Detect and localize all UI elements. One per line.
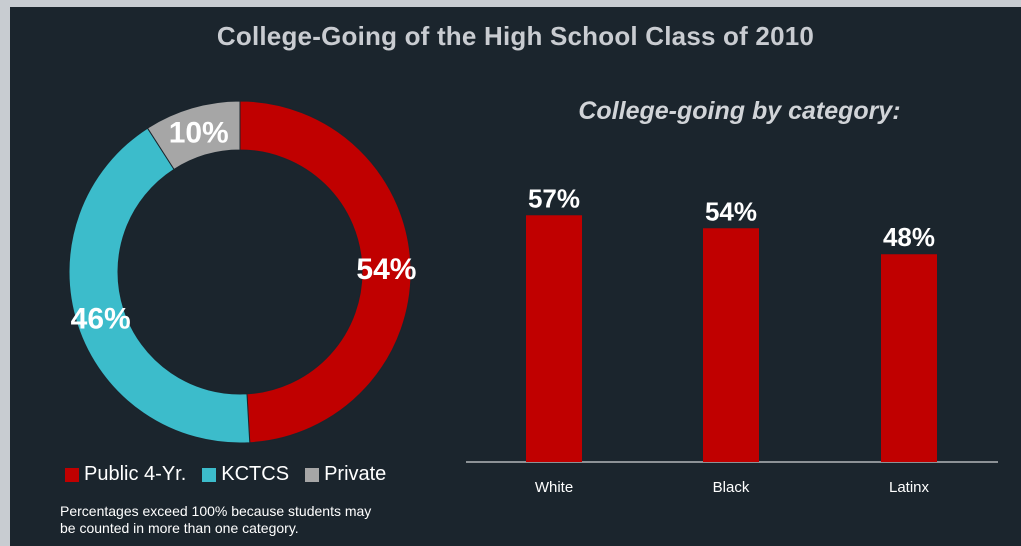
legend-swatch-public — [65, 467, 79, 482]
footnote: Percentages exceed 100% because students… — [60, 503, 372, 536]
chart-panel: College-Going of the High School Class o… — [10, 7, 1021, 546]
page-title: College-Going of the High School Class o… — [216, 21, 815, 51]
x-tick-label-latinx: Latinx — [889, 479, 930, 496]
donut-chart: 54% 46% 10% — [68, 100, 416, 444]
donut-legend: Public 4-Yr. KCTCS Private — [65, 463, 386, 486]
x-tick-label-black: Black — [713, 479, 750, 496]
bar-latinx — [881, 254, 937, 462]
donut-label-kctcs: 46% — [71, 302, 131, 335]
legend-item-kctcs: KCTCS — [202, 463, 289, 486]
bar-black — [703, 228, 759, 462]
bar-label-latinx: 48% — [883, 222, 935, 252]
bar-label-black: 54% — [705, 196, 757, 226]
donut-slice-private — [146, 100, 241, 171]
legend-label-public: Public 4-Yr. — [84, 463, 187, 485]
legend-item-private: Private — [305, 463, 386, 486]
legend-swatch-kctcs — [202, 467, 217, 482]
legend-swatch-private — [305, 467, 320, 482]
x-tick-label-white: White — [535, 479, 573, 496]
legend-label-kctcs: KCTCS — [221, 463, 290, 485]
donut-slice-public — [239, 100, 412, 444]
legend-label-private: Private — [324, 463, 387, 485]
bar-chart-subtitle: College-going by category: — [578, 97, 901, 125]
bar-label-white: 57% — [528, 183, 580, 213]
legend-item-public: Public 4-Yr. — [65, 463, 186, 486]
donut-label-public: 54% — [356, 253, 416, 286]
bar-chart: 57% White 54% Black 48% Latinx — [466, 183, 998, 496]
bar-white — [526, 215, 582, 462]
donut-slice-kctcs — [68, 127, 251, 444]
donut-label-private: 10% — [169, 116, 229, 149]
